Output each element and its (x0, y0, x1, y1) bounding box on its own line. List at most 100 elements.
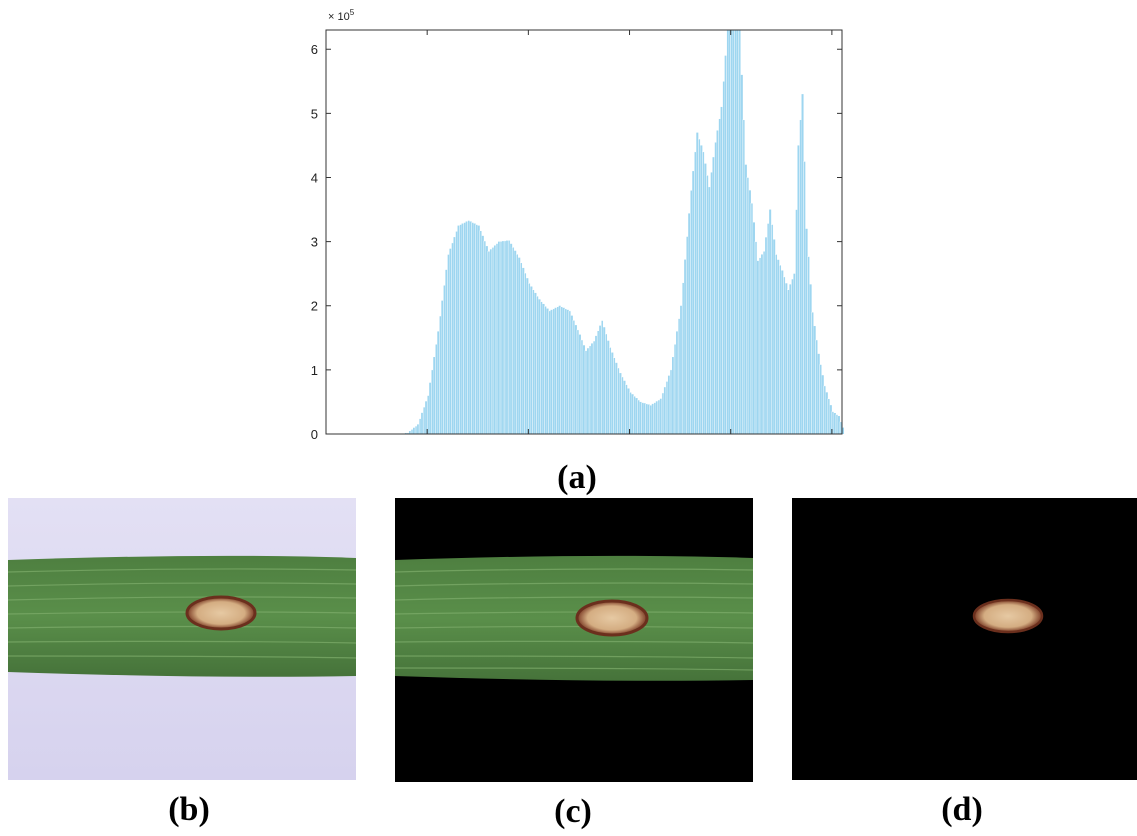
histogram-bar (534, 292, 537, 434)
histogram-bar (609, 347, 612, 435)
background-removed-leaf-image (395, 498, 753, 782)
histogram-bar (809, 284, 812, 434)
histogram-bar (761, 254, 764, 434)
histogram-bar (757, 260, 760, 434)
histogram-bar (580, 339, 584, 435)
histogram-bar (483, 240, 487, 435)
histogram-bar (536, 295, 539, 435)
histogram-bar (677, 318, 681, 435)
histogram-bar (774, 254, 778, 435)
histogram-bar (807, 256, 810, 435)
histogram-bar (647, 404, 650, 434)
histogram-bar (435, 343, 438, 435)
y-multiplier-exponent: 5 (350, 8, 355, 17)
histogram-bar (568, 310, 572, 435)
histogram-bar (441, 300, 444, 434)
histogram-bar (712, 157, 715, 434)
histogram-bar (706, 175, 709, 435)
histogram-bar (457, 225, 460, 434)
histogram-bar (714, 141, 717, 435)
histogram-bar (591, 343, 594, 434)
histogram-bar (685, 236, 689, 435)
histogram-bar (833, 413, 836, 434)
histogram-bar (556, 306, 559, 435)
histogram-bar (787, 289, 790, 435)
histogram-bar (635, 398, 638, 434)
original-leaf-image (8, 498, 356, 780)
segmented-lesion-image (792, 498, 1137, 780)
histogram-bar (425, 401, 428, 434)
histogram-bar (837, 416, 840, 434)
panel-b-original-leaf (8, 498, 356, 780)
histogram-bar (443, 284, 446, 435)
histogram-bar (680, 305, 683, 434)
histogram-bar (783, 276, 786, 435)
histogram-bar (722, 81, 725, 435)
histogram-bar (627, 388, 630, 434)
histogram-bar (550, 309, 553, 434)
histogram-bar (633, 395, 636, 435)
histogram-bar (418, 418, 422, 435)
histogram-bar (720, 106, 723, 434)
plot-border (325, 29, 843, 435)
histogram-bar (582, 345, 586, 434)
histogram-bar (673, 343, 677, 435)
histogram-bar (507, 240, 511, 435)
histogram-bar (413, 427, 416, 434)
histogram-bar (479, 230, 483, 435)
histogram-bar (694, 151, 697, 435)
histogram-bar (491, 247, 495, 435)
histogram-bar (499, 241, 503, 435)
histogram-bar (592, 340, 596, 435)
histogram-bar (793, 273, 796, 434)
histogram-bar (408, 431, 411, 434)
caption-a: (a) (557, 459, 597, 496)
histogram-bar (641, 402, 644, 435)
histogram-bar (689, 190, 693, 435)
histogram-bar (558, 305, 561, 434)
histogram-bar (625, 384, 628, 435)
histogram-bar (728, 30, 731, 434)
histogram-bar (510, 243, 513, 434)
histogram-bar (605, 333, 608, 435)
histogram-bar (732, 30, 735, 434)
histogram-bar (676, 331, 679, 434)
histogram-bar (477, 225, 480, 434)
histogram-bar (552, 308, 555, 435)
histogram-bar (708, 187, 711, 434)
histogram-bar (485, 246, 488, 434)
histogram-bar (447, 254, 450, 435)
histogram-bar (615, 362, 618, 434)
histogram-bar (515, 253, 519, 435)
histogram-bar (631, 394, 634, 434)
histogram-bar (429, 382, 432, 434)
histogram-bar (481, 235, 484, 434)
histogram-bar (827, 398, 831, 435)
histogram-bar (430, 369, 434, 435)
histogram-bar (465, 221, 468, 434)
histogram-bar (781, 270, 784, 434)
histogram-bar (797, 145, 800, 434)
y-tick-label: 0 (311, 427, 318, 442)
histogram-bar (724, 55, 727, 435)
histogram-bar (661, 392, 665, 435)
histogram-bar (554, 307, 557, 434)
histogram-bar (422, 406, 426, 435)
histogram-bar (842, 427, 845, 434)
histogram-bar (710, 171, 713, 435)
histogram-bar (748, 190, 751, 434)
histogram-bar (572, 320, 576, 435)
histogram-bar (762, 250, 766, 435)
histogram-bar (803, 161, 806, 435)
histogram-bar (426, 395, 430, 435)
histogram-bar (576, 329, 580, 435)
histogram-bar (564, 308, 568, 435)
histogram-bar (487, 250, 491, 435)
histogram-bar (503, 240, 507, 435)
histogram-bar (769, 209, 772, 434)
histogram-bar (736, 30, 739, 434)
histogram-bar (600, 320, 604, 435)
histogram-bar (819, 364, 823, 435)
histogram-bar (629, 392, 632, 435)
histogram-bar (835, 414, 839, 435)
